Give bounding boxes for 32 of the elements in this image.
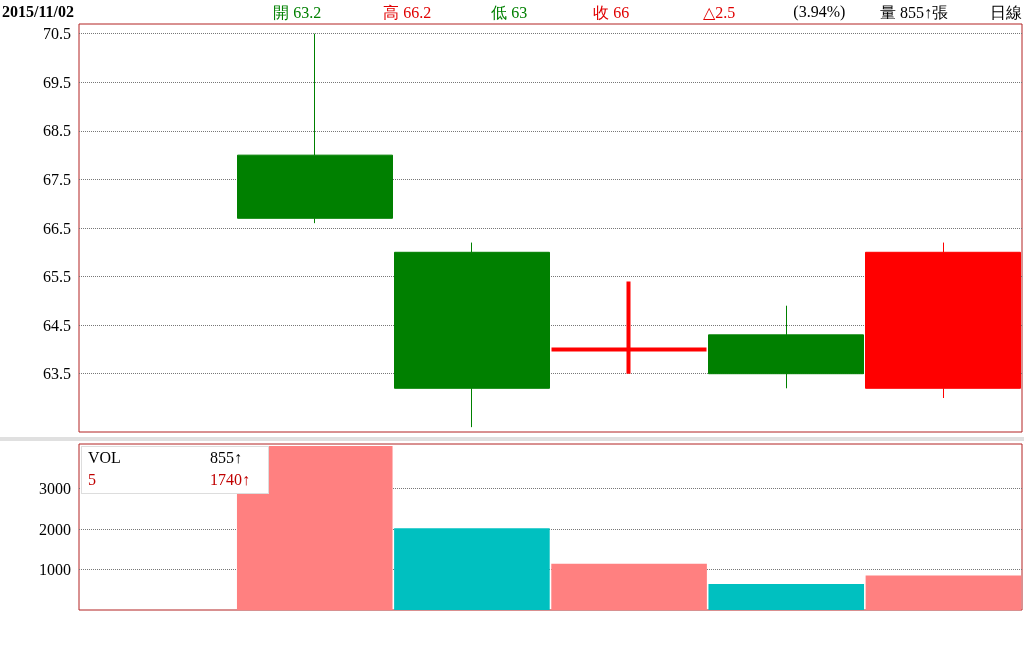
bar — [394, 528, 550, 610]
y-tick-label: 65.5 — [43, 268, 71, 286]
y-tick-label: 64.5 — [43, 316, 71, 334]
candlestick — [237, 33, 393, 224]
y-tick-label: 70.5 — [43, 25, 71, 43]
candlestick — [394, 242, 550, 428]
y-tick-label: 2000 — [39, 520, 71, 538]
annotation: 855↑ — [210, 449, 242, 467]
bar — [708, 584, 865, 610]
y-tick-label: 1000 — [39, 561, 71, 579]
y-tick-label: 63.5 — [43, 365, 71, 383]
candlestick — [708, 305, 864, 389]
text: 量 855↑張 — [880, 3, 948, 23]
y-tick-label: 3000 — [39, 480, 71, 498]
text: 低 63 — [491, 3, 528, 23]
candlestick — [865, 242, 1021, 399]
y-tick-label: 67.5 — [43, 170, 71, 188]
text: 高 66.2 — [383, 3, 432, 23]
annotation: VOL — [88, 449, 121, 467]
text: 開 63.2 — [273, 3, 322, 23]
annotation: 5 — [88, 471, 96, 489]
annotation: 1740↑ — [210, 471, 250, 489]
text: 日線 — [990, 3, 1022, 23]
text: 收 66 — [593, 3, 630, 23]
bar — [865, 575, 1022, 610]
text: △2.5 — [703, 3, 736, 22]
chart-title: 2015/11/02 — [2, 3, 75, 21]
y-tick-label: 68.5 — [43, 122, 71, 140]
bar — [551, 563, 707, 610]
y-tick-label: 66.5 — [43, 219, 71, 237]
text: (3.94%) — [793, 3, 846, 21]
y-tick-label: 69.5 — [43, 73, 71, 91]
